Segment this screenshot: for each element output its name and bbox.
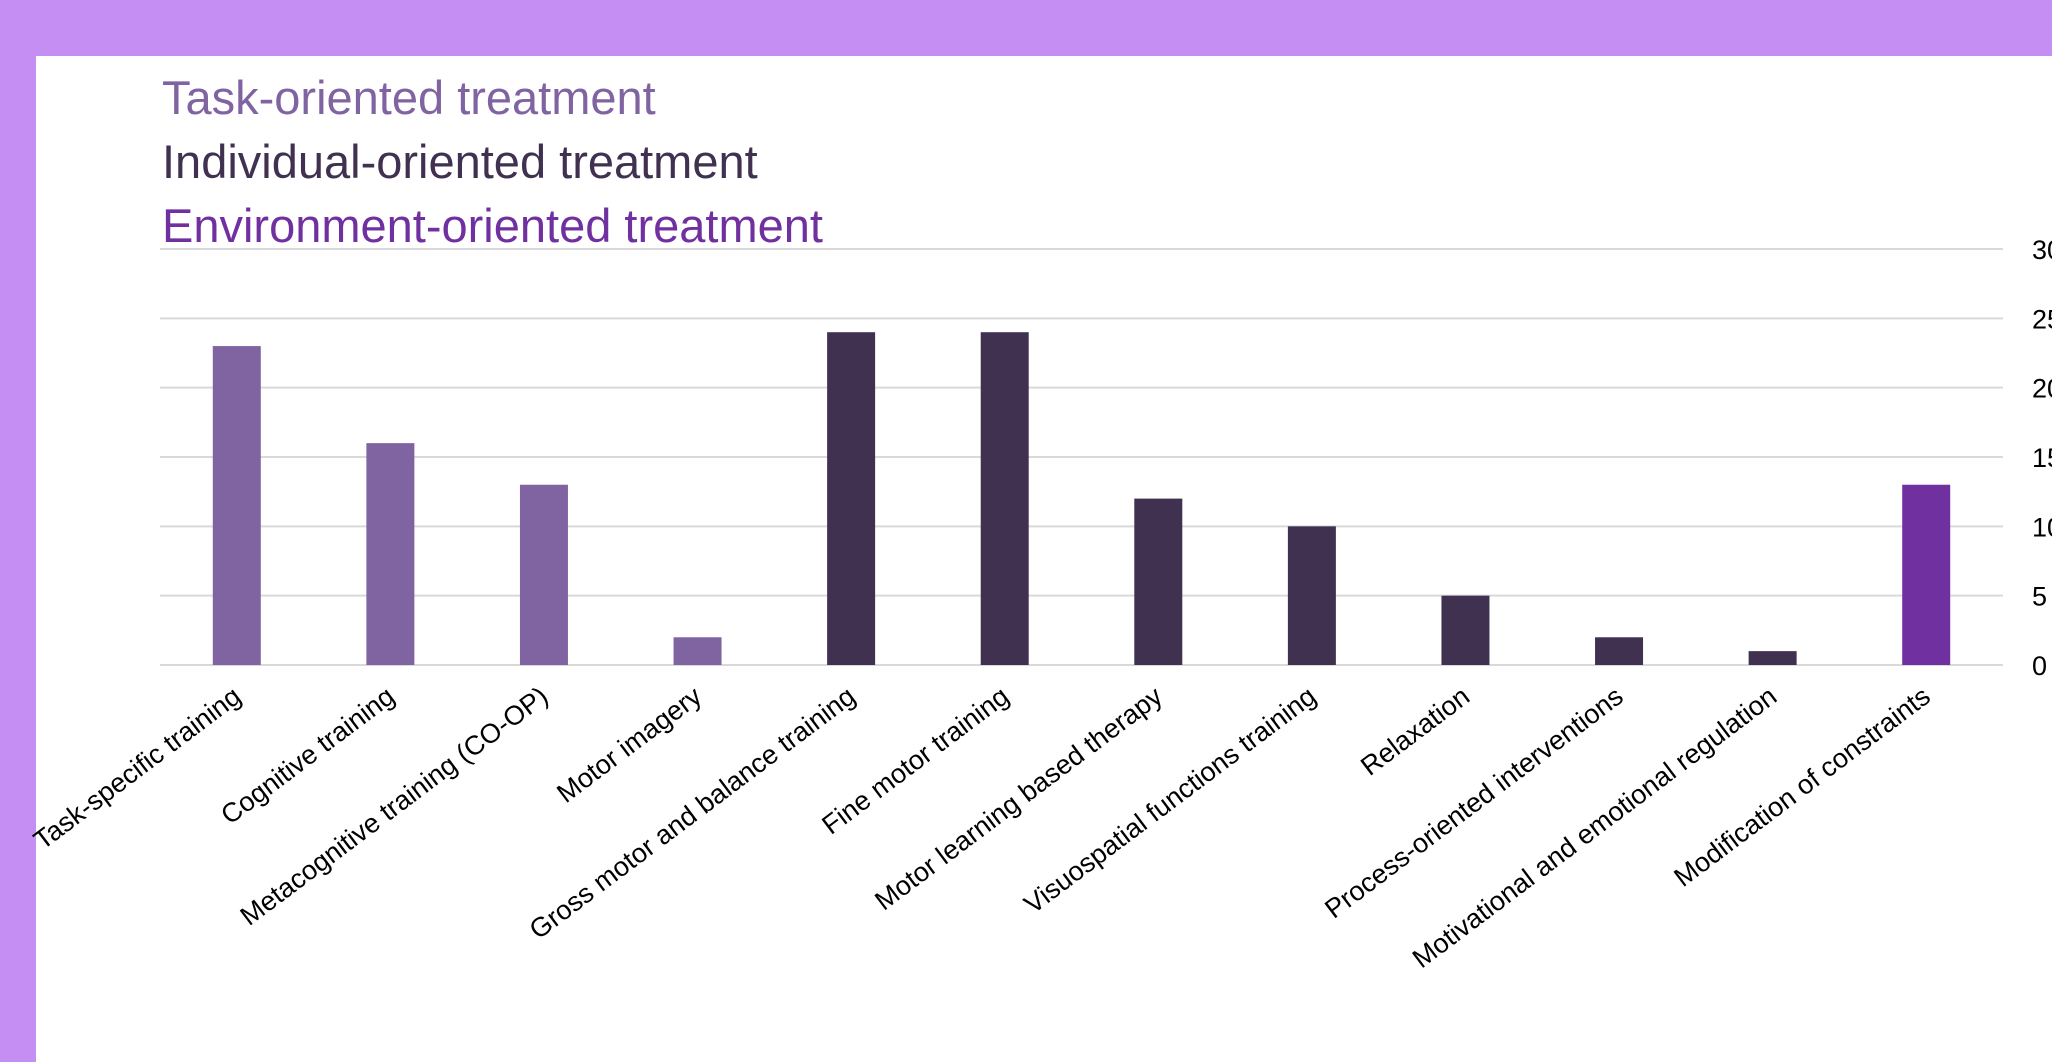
x-category-label: Motor learning based therapy	[869, 681, 1168, 917]
y-tick-label: 5	[2032, 582, 2047, 612]
y-tick-label: 30	[2032, 235, 2052, 265]
bar	[1287, 526, 1336, 665]
x-category-label: Modification of constraints	[1668, 681, 1935, 893]
bar	[1441, 595, 1490, 665]
y-tick-label: 0	[2032, 651, 2047, 681]
x-category-label: Motor imagery	[551, 681, 707, 809]
bar	[1134, 498, 1183, 665]
y-tick-label: 10	[2032, 512, 2052, 542]
legend-environment-oriented: Environment-oriented treatment	[162, 199, 823, 252]
bar	[1748, 651, 1797, 665]
x-category-label: Gross motor and balance training	[524, 681, 861, 945]
bars	[212, 332, 1951, 665]
y-tick-label: 20	[2032, 374, 2052, 404]
gridlines	[160, 248, 2003, 666]
y-axis-ticks: 0 5 10 15 20 25 30	[2032, 235, 2052, 681]
bar	[827, 332, 876, 665]
bar	[673, 637, 722, 665]
legend-individual-oriented: Individual-oriented treatment	[162, 135, 758, 188]
legend: Task-oriented treatment Individual-orien…	[162, 66, 823, 258]
x-category-label: Relaxation	[1355, 681, 1475, 782]
legend-task-oriented: Task-oriented treatment	[162, 71, 656, 124]
x-category-label: Metacognitive training (CO-OP)	[235, 681, 554, 932]
x-category-label: Process-oriented interventions	[1319, 681, 1628, 924]
y-tick-label: 25	[2032, 304, 2052, 334]
bar	[366, 443, 415, 665]
y-tick-label: 15	[2032, 443, 2052, 473]
bar	[1902, 484, 1951, 665]
bar	[980, 332, 1029, 665]
bar	[519, 484, 568, 665]
x-category-label: Visuospatial functions training	[1019, 681, 1322, 920]
bar	[1595, 637, 1644, 665]
x-category-label: Task-specific training	[28, 681, 246, 856]
bar	[212, 346, 261, 665]
